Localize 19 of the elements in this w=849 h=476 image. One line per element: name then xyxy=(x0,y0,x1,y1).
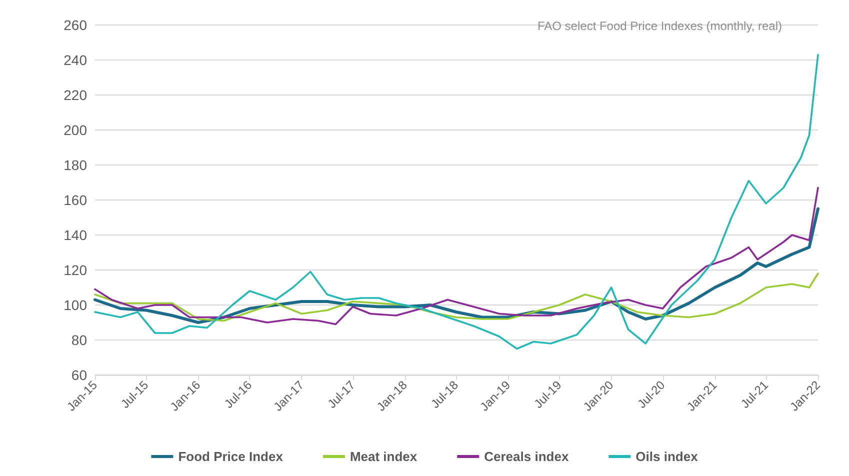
legend-label: Meat index xyxy=(350,449,418,464)
chart-title: FAO select Food Price Indexes (monthly, real) xyxy=(537,19,782,33)
y-tick-label: 240 xyxy=(64,52,88,68)
y-tick-label: 100 xyxy=(64,297,88,313)
y-tick-label: 220 xyxy=(64,87,88,103)
y-tick-label: 200 xyxy=(64,122,88,138)
y-tick-label: 160 xyxy=(64,192,88,208)
y-tick-label: 140 xyxy=(64,227,88,243)
legend-label: Food Price Index xyxy=(178,449,284,464)
y-tick-label: 120 xyxy=(64,262,88,278)
line-series xyxy=(94,272,819,322)
y-tick-label: 80 xyxy=(71,332,88,348)
y-tick-label: 180 xyxy=(64,157,88,173)
y-tick-label: 60 xyxy=(71,367,88,383)
legend-label: Oils index xyxy=(636,449,699,464)
line-series xyxy=(94,186,819,326)
y-tick-label: 260 xyxy=(64,17,88,33)
line-series xyxy=(94,54,819,350)
legend-label: Cereals index xyxy=(484,449,570,464)
